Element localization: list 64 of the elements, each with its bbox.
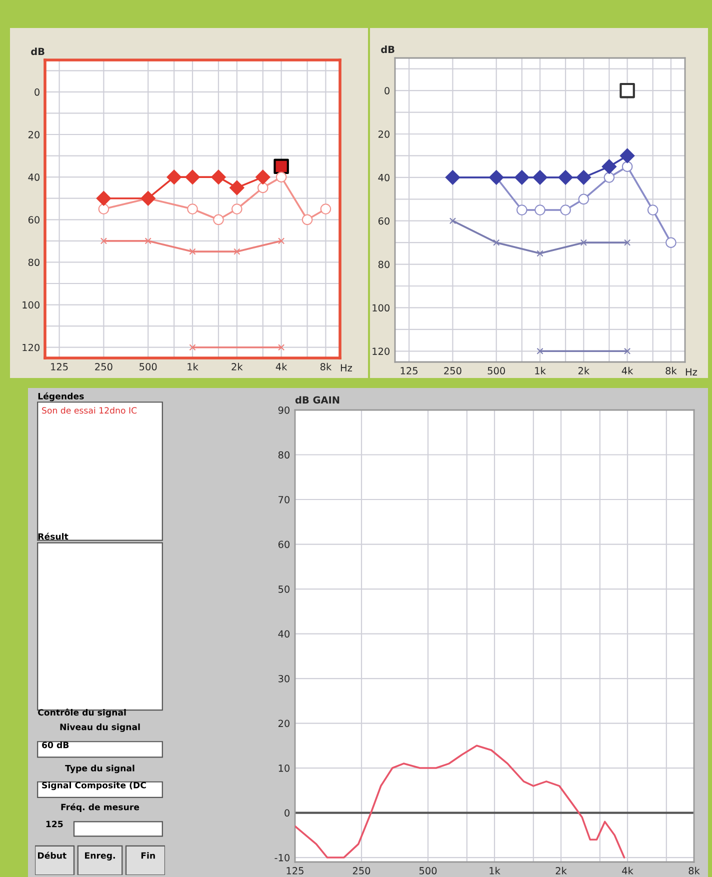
text: Signal Composite (DC [42, 782, 146, 790]
y-tick-label: 0 [384, 87, 390, 94]
x-tick-label: 500 [419, 867, 437, 874]
text: Niveau du signal [60, 724, 140, 732]
y-tick-label: 120 [22, 344, 40, 352]
x-tick-label: 2k [556, 866, 567, 874]
y-tick-label: 20 [278, 720, 290, 728]
y-tick-label: 70 [278, 496, 290, 504]
x-tick-label: 250 [95, 363, 112, 370]
x-tick-label: 125 [51, 363, 68, 370]
x-tick-label: 1k [188, 362, 198, 370]
x-tick-label: 8k [688, 866, 700, 874]
y-tick-label: 100 [22, 301, 40, 309]
y-tick-label: 60 [378, 217, 390, 225]
y-tick-label: -10 [274, 854, 290, 862]
y-tick-label: 80 [28, 258, 40, 266]
text: Enreg. [85, 852, 115, 860]
text: Contrôle du signal [38, 708, 126, 718]
x-tick-label: 125 [286, 867, 304, 874]
y-axis-title: dB GAIN [295, 396, 340, 404]
x-tick-label: 4k [622, 366, 634, 374]
y-tick-label: 30 [278, 674, 290, 682]
y-tick-label: 10 [278, 764, 290, 772]
x-tick-label: 8k [666, 366, 677, 374]
text: Légendes [38, 392, 84, 402]
text: Type du signal [65, 764, 134, 774]
x-axis-title: Hz [340, 364, 352, 372]
y-tick-label: 80 [278, 451, 290, 459]
text: Fréq. de mesure [61, 803, 140, 812]
y-tick-label: 60 [28, 216, 40, 224]
x-tick-label: 250 [444, 367, 462, 374]
y-tick-label: 100 [372, 304, 390, 312]
x-tick-label: 8k [320, 362, 332, 370]
x-tick-label: 250 [352, 867, 370, 874]
y-axis-title: dB [381, 46, 394, 54]
y-tick-label: 90 [278, 406, 290, 414]
text: Résult [38, 532, 68, 540]
text: 125 [46, 820, 63, 828]
y-tick-label: 20 [378, 130, 390, 138]
y-tick-label: 0 [284, 809, 290, 817]
x-tick-label: 500 [140, 363, 157, 370]
y-tick-label: 80 [378, 260, 390, 268]
y-tick-label: 40 [28, 174, 40, 181]
y-tick-label: 120 [372, 348, 390, 355]
x-axis-title: Hz [686, 368, 697, 376]
y-tick-label: 60 [278, 540, 290, 548]
text: Fin [141, 852, 155, 859]
y-tick-label: 50 [278, 585, 290, 593]
y-tick-label: 40 [278, 630, 290, 638]
text: Son de essai 12dno IC [42, 406, 137, 414]
text: 60 dB [42, 742, 69, 748]
x-tick-label: 125 [400, 367, 418, 374]
x-tick-label: 1k [490, 866, 500, 874]
x-tick-label: 1k [535, 366, 546, 374]
x-tick-label: 4k [622, 866, 634, 874]
x-tick-label: 500 [488, 367, 505, 374]
x-tick-label: 2k [232, 362, 243, 370]
x-tick-label: 4k [276, 362, 288, 370]
text: Début [38, 852, 66, 859]
y-tick-label: 0 [34, 88, 40, 96]
y-tick-label: 40 [378, 174, 390, 182]
x-tick-label: 2k [578, 366, 590, 374]
y-axis-title: dB [31, 48, 44, 56]
y-tick-label: 20 [28, 130, 40, 138]
